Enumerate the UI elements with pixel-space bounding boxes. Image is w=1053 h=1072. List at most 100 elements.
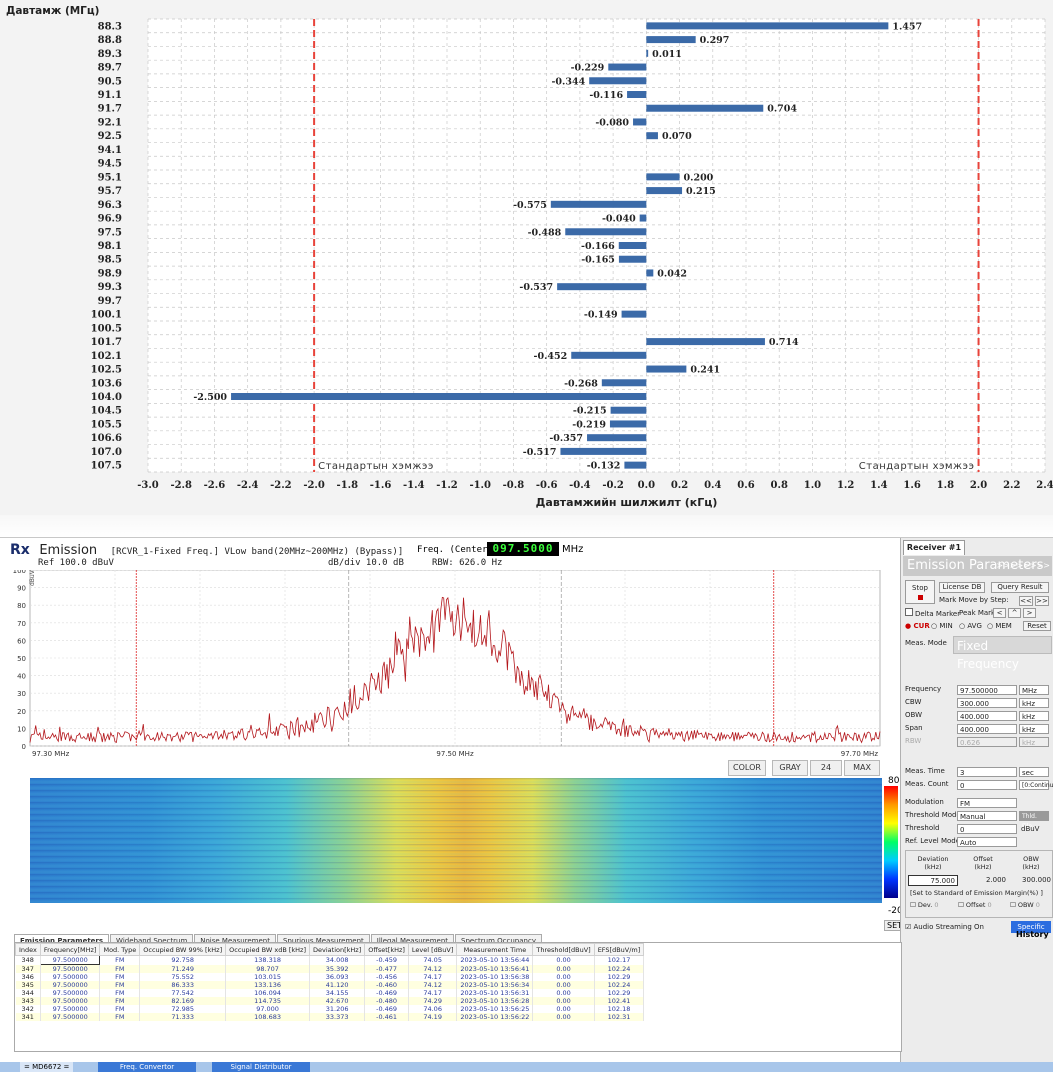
obw-margin-input[interactable]: 300.000 [1022, 876, 1051, 884]
table-row[interactable]: 342 97.500000 FM 72.985 97.000 31.206 -0.469 74… [15, 1005, 645, 1013]
span-unit-select[interactable]: kHz [1019, 724, 1049, 734]
col-level[interactable]: Level [dBuV] [407, 943, 458, 956]
col-index[interactable]: Index [15, 943, 41, 956]
trace-cur-radio[interactable]: ● CUR [905, 622, 930, 630]
peak-up-button[interactable]: ^ [1008, 608, 1021, 618]
bar [587, 434, 647, 442]
step-prev-button[interactable]: << [1019, 596, 1033, 606]
table-row[interactable]: 347 97.500000 FM 71.249 98.707 35.392 -0.477 74… [15, 964, 645, 973]
spectrum-trace[interactable] [29, 596, 881, 744]
col-occupied-bw-xdb[interactable]: Occupied BW xdB [kHz] [225, 943, 311, 956]
query-result-button[interactable]: Query Result [991, 582, 1049, 593]
receiver-panel: Receiver #1 Emission Parameters >>>>>>>>… [900, 538, 1053, 1062]
specific-emission-button[interactable]: Specific Em.. [1011, 921, 1051, 941]
offset-checkbox[interactable]: ☐ Offset 0 [958, 901, 992, 909]
history-label[interactable]: History [1016, 930, 1049, 939]
col-mod-type[interactable]: Mod. Type [99, 943, 141, 956]
bar [646, 132, 658, 140]
table-body: 348 97.500000 FM 92.758 138.318 34.008 -0.459 7… [15, 955, 645, 1021]
audio-streaming-checkbox[interactable]: ☑ Audio Streaming On [905, 923, 984, 931]
cbw-input[interactable]: 300.000 [957, 698, 1017, 708]
waterfall-display[interactable] [30, 778, 882, 903]
threshold-input[interactable]: 0 [957, 824, 1017, 834]
obw-input[interactable]: 400.000 [957, 711, 1017, 721]
freq-center-display[interactable]: 097.5000 [487, 542, 559, 556]
obw-checkbox-label: OBW [1017, 901, 1034, 909]
table-cell: 97.500000 [40, 981, 101, 989]
table-cell: 0.00 [532, 981, 595, 989]
expand-arrows[interactable]: >>>>>>>> [996, 561, 1050, 570]
meas-time-input[interactable]: 3 [957, 767, 1017, 777]
threshold-file-button[interactable]: Thld. File.. [1019, 811, 1049, 830]
table-cell: 0.00 [532, 989, 595, 997]
trace-min-radio[interactable]: ○ MIN [931, 622, 953, 630]
col-efs[interactable]: EFS[dBuV/m] [593, 943, 645, 956]
waterfall-colorbar [884, 786, 898, 898]
stop-button[interactable]: Stop [905, 580, 935, 604]
max-select[interactable]: MAX [844, 760, 880, 776]
table-cell: 346 [15, 973, 41, 981]
col-deviation[interactable]: Deviation[kHz] [309, 943, 366, 956]
signal-distributor-button[interactable]: Signal Distributor [212, 1062, 310, 1072]
table-cell: 114.735 [225, 997, 311, 1005]
trace-avg-radio[interactable]: ○ AVG [959, 622, 982, 630]
bar [646, 338, 765, 346]
license-db-button[interactable]: License DB [939, 582, 985, 593]
x-tick-label: 0.0 [638, 480, 655, 491]
deviation-input[interactable]: 75.000 [908, 875, 958, 886]
peak-left-button[interactable]: < [993, 608, 1006, 618]
obw-unit-select[interactable]: kHz [1019, 711, 1049, 721]
freq-convertor-button[interactable]: Freq. Convertor [98, 1062, 196, 1072]
y-tick-label: 94.5 [98, 159, 122, 170]
frequency-unit-select[interactable]: MHz [1019, 685, 1049, 695]
dev-checkbox[interactable]: ☐ Dev. 0 [910, 901, 939, 909]
table-row[interactable]: 344 97.500000 FM 77.542 106.094 34.155 -0.469 7… [15, 989, 645, 997]
y-tick-label: 94.1 [98, 145, 122, 156]
offset-checkbox-label: Offset [965, 901, 986, 909]
step-next-button[interactable]: >> [1035, 596, 1049, 606]
trace-mem-radio[interactable]: ○ MEM [987, 622, 1012, 630]
span-input[interactable]: 400.000 [957, 724, 1017, 734]
col-occupied-bw-99[interactable]: Occupied BW 99% [kHz] [139, 943, 227, 956]
spectrum-plot[interactable]: 100 90 80 70 60 50 40 30 20 10 0 dBuV 97.30 MHz 97.50… [0, 567, 895, 760]
meas-count-input[interactable]: 0 [957, 780, 1017, 790]
col-frequency[interactable]: Frequency[MHz] [39, 943, 101, 956]
table-row[interactable]: 348 97.500000 FM 92.758 138.318 34.008 -0.459 7… [15, 955, 645, 965]
table-cell: FM [99, 964, 141, 973]
meas-time-unit[interactable]: sec [1019, 767, 1049, 777]
table-row[interactable]: 341 97.500000 FM 71.333 108.683 33.373 -0.461 7… [15, 1013, 645, 1021]
color-button[interactable]: COLOR [728, 760, 766, 776]
cbw-unit-select[interactable]: kHz [1019, 698, 1049, 708]
table-cell: 75.552 [139, 973, 227, 981]
checkbox-icon [905, 608, 913, 616]
meas-mode-display[interactable]: Fixed Frequency [953, 636, 1052, 671]
table-cell: 343 [15, 997, 41, 1005]
frequency-offset-chart: -3.0 -2.8 -2.6 -2.4 -2.2 -2.0 -1.8 -1.6 -1.4 -1.2… [0, 0, 1053, 515]
table-row[interactable]: 345 97.500000 FM 86.333 133.136 41.120 -0.460 7… [15, 981, 645, 989]
modulation-select[interactable]: FM [957, 798, 1017, 808]
table-cell: -0.459 [364, 955, 409, 965]
gray-button[interactable]: GRAY [772, 760, 808, 776]
receiver-tab[interactable]: Receiver #1 [903, 540, 965, 555]
table-cell: -0.477 [364, 964, 409, 973]
x-tick-label: -0.2 [602, 480, 624, 491]
average-count-select[interactable]: 24 [810, 760, 842, 776]
bar [627, 91, 647, 98]
offset-input[interactable]: 2.000 [985, 876, 1006, 884]
peak-right-button[interactable]: > [1023, 608, 1036, 618]
data-label: 0.215 [686, 186, 716, 197]
table-row[interactable]: 346 97.500000 FM 75.552 103.015 36.093 -0.456 7… [15, 973, 645, 981]
table-row[interactable]: 343 97.500000 FM 82.169 114.735 42.670 -0.480 7… [15, 997, 645, 1005]
delta-marker-checkbox[interactable]: Delta Marker [905, 608, 960, 619]
table-cell: 102.41 [594, 997, 645, 1005]
reset-button[interactable]: Reset [1023, 621, 1051, 631]
col-offset[interactable]: Offset[kHz] [364, 943, 409, 956]
threshold-mode-select[interactable]: Manual [957, 811, 1017, 821]
col-measurement-time[interactable]: Measurement Time [456, 943, 534, 956]
ref-level-mode-select[interactable]: Auto [957, 837, 1017, 847]
col-threshold[interactable]: Threshold[dBuV] [532, 943, 595, 956]
obw-checkbox[interactable]: ☐ OBW 0 [1010, 901, 1040, 909]
bar [646, 36, 696, 44]
frequency-input[interactable]: 97.500000 [957, 685, 1017, 695]
